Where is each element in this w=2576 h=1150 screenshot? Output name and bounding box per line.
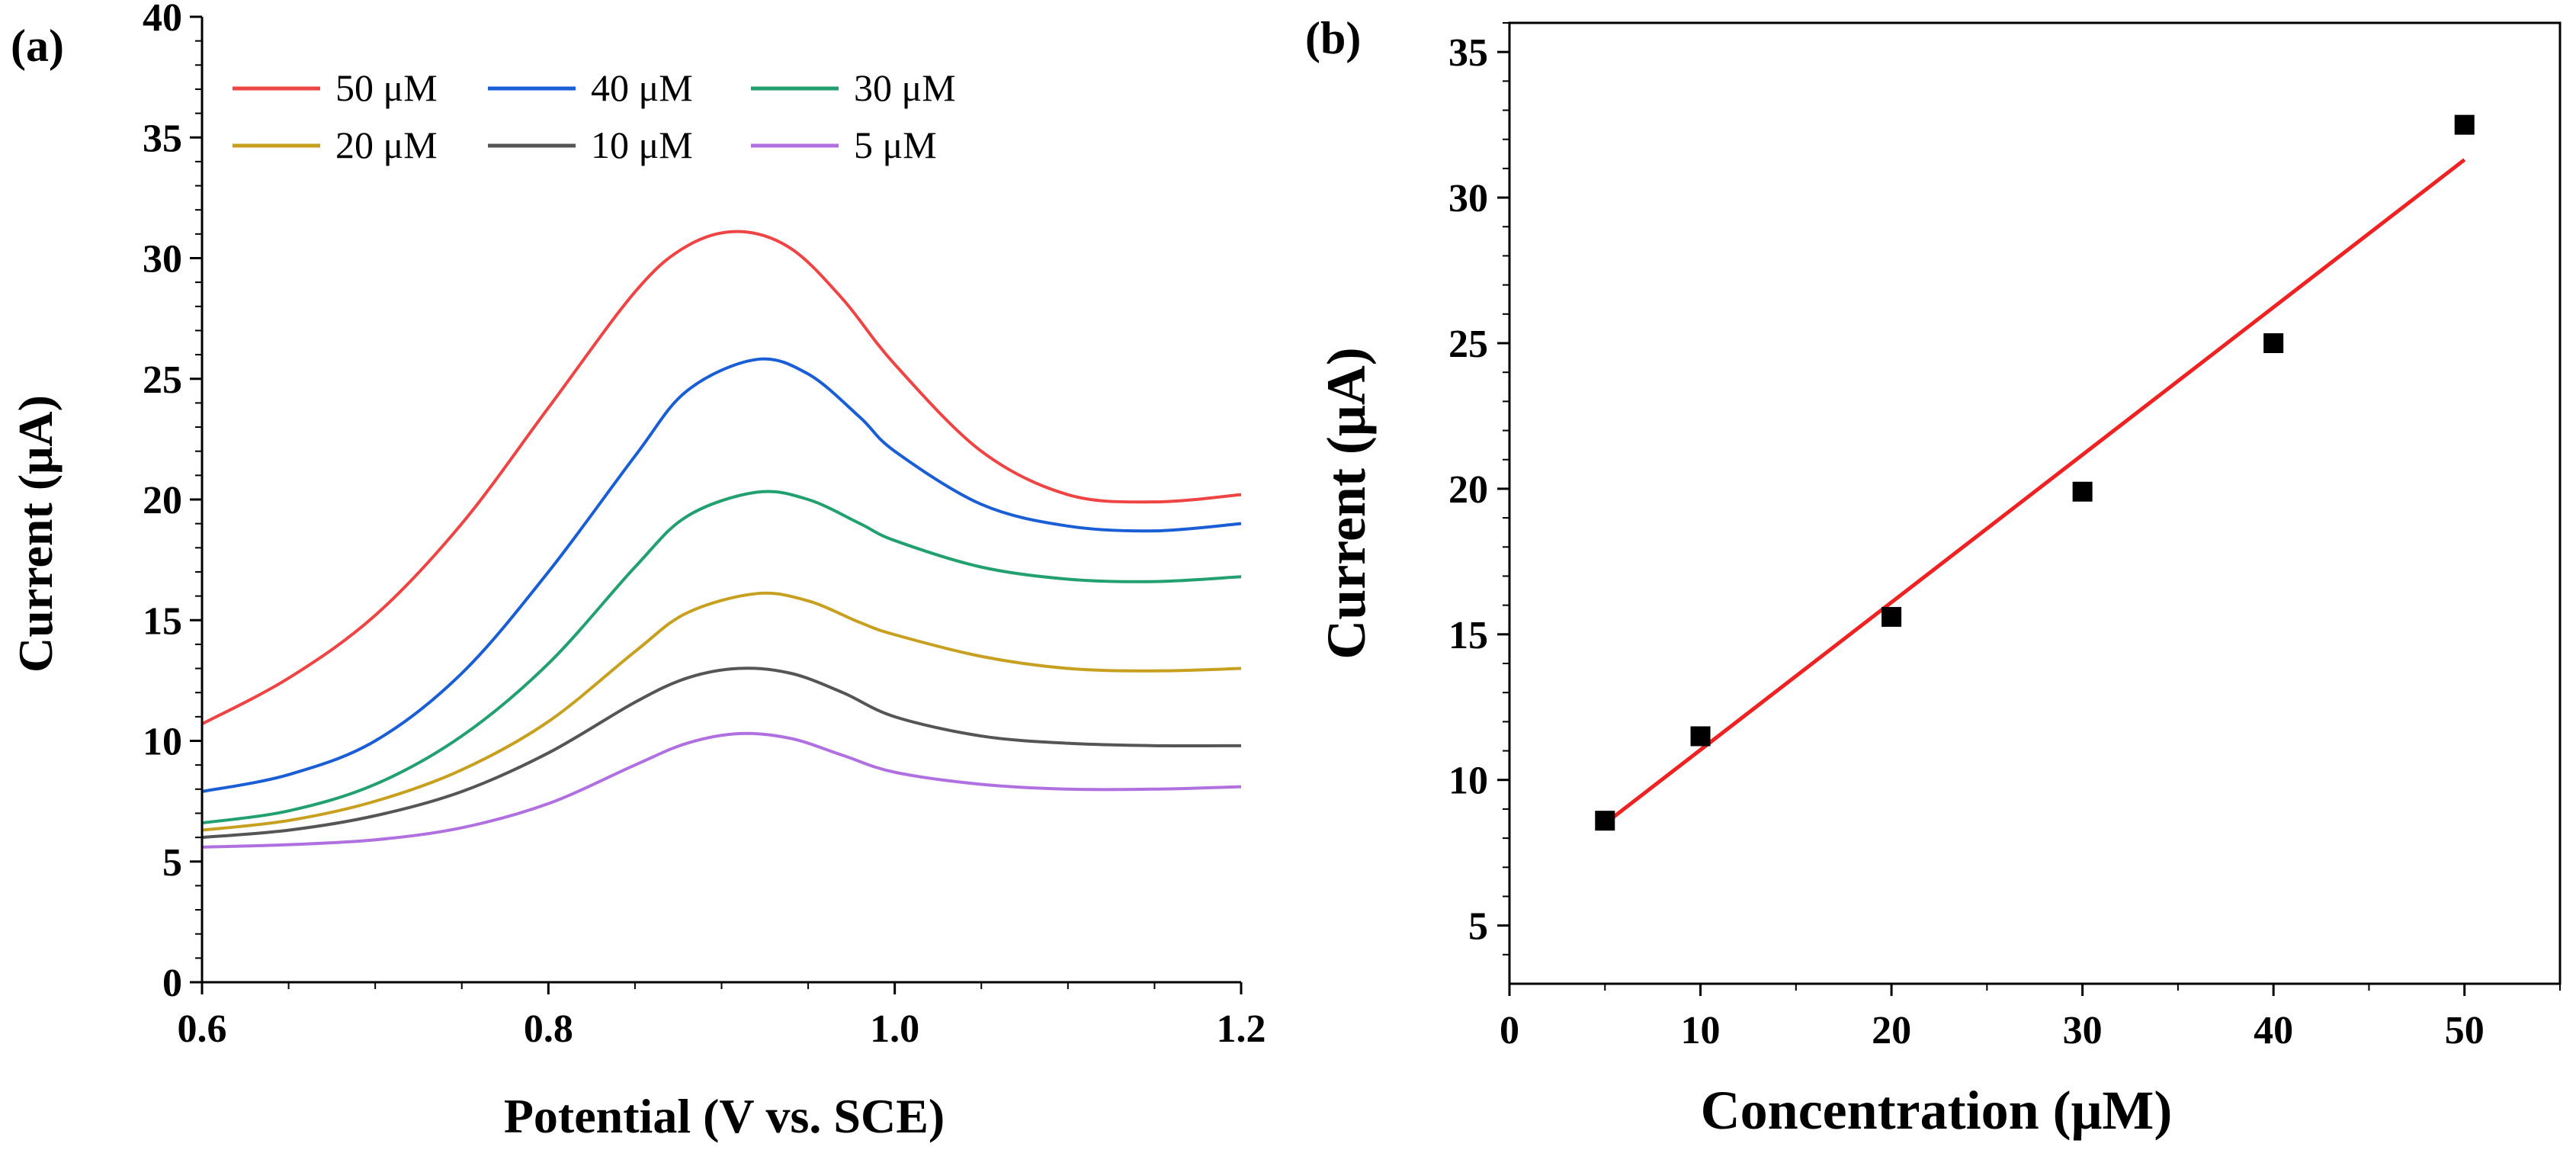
series-line-50uM bbox=[201, 230, 1242, 726]
series-line-20uM bbox=[201, 591, 1242, 832]
panel-b-y-tick-label: 20 bbox=[1448, 468, 1488, 512]
panel-b-letter: (b) bbox=[1305, 13, 1361, 63]
legend-label-20uM: 20 μM bbox=[335, 124, 438, 166]
panel-a-x-tick-label: 1.0 bbox=[870, 1007, 919, 1051]
data-point-30uM bbox=[2072, 481, 2093, 502]
panel-b-y-tick-label: 5 bbox=[1468, 905, 1488, 949]
panel-b-plot-frame bbox=[1508, 21, 2562, 985]
panel-a-legend-background bbox=[215, 69, 977, 191]
panel-b-x-tick-label: 20 bbox=[1872, 1009, 1911, 1052]
data-point-20uM bbox=[1881, 606, 1902, 627]
panel-a-y-tick-label: 40 bbox=[143, 0, 182, 40]
panel-b-points-group bbox=[1595, 114, 2475, 831]
data-point-50uM bbox=[2454, 114, 2475, 135]
panel-b-ticks: 0 10 20 30 40 50 5 10 15 20 25 30 35 bbox=[1448, 22, 2561, 1052]
panel-a-y-tick-label: 5 bbox=[162, 841, 182, 885]
series-line-40uM bbox=[201, 357, 1242, 793]
series-line-30uM bbox=[201, 490, 1242, 825]
panel-b-y-tick-label: 35 bbox=[1448, 31, 1488, 75]
panel-b-scatter-chart: (b) 0 10 20 30 40 50 5 10 15 20 25 30 35 Concentrati… bbox=[1305, 13, 2562, 1141]
panel-a-y-tick-label: 35 bbox=[143, 117, 182, 160]
panel-a-letter: (a) bbox=[11, 21, 64, 71]
panel-b-y-tick-label: 30 bbox=[1448, 177, 1488, 220]
legend-label-10uM: 10 μM bbox=[591, 124, 693, 166]
panel-b-x-tick-label: 50 bbox=[2445, 1009, 2485, 1052]
panel-b-x-axis-label: Concentration (μM) bbox=[1701, 1080, 2173, 1141]
series-line-5uM bbox=[201, 731, 1242, 849]
data-point-10uM bbox=[1690, 726, 1711, 747]
panel-a-y-tick-label: 30 bbox=[143, 238, 182, 281]
panel-b-y-tick-label: 25 bbox=[1448, 323, 1488, 366]
panel-a-y-tick-label: 0 bbox=[162, 962, 182, 1005]
legend-label-40uM: 40 μM bbox=[591, 66, 693, 109]
panel-a-y-tick-label: 10 bbox=[143, 721, 182, 764]
panel-a-x-tick-label: 0.8 bbox=[524, 1007, 573, 1051]
panel-a-y-axis-label: Current (μA) bbox=[8, 395, 63, 673]
panel-b-x-tick-label: 0 bbox=[1500, 1009, 1519, 1052]
panel-a-y-tick-label: 15 bbox=[143, 599, 182, 643]
panel-b-y-tick-label: 10 bbox=[1448, 760, 1488, 803]
panel-a-y-tick-label: 25 bbox=[143, 358, 182, 402]
panel-a-x-tick-label: 1.2 bbox=[1217, 1007, 1266, 1051]
panel-a-series-group bbox=[201, 230, 1242, 849]
series-line-10uM bbox=[201, 667, 1242, 840]
legend-label-30uM: 30 μM bbox=[854, 66, 956, 109]
panel-b-fit-line-group bbox=[1603, 158, 2466, 825]
panel-a-line-chart: (a) 50 μM 40 μM 30 μM 20 μM 10 μM 5 μM 0.6 0.8… bbox=[8, 0, 1266, 1143]
panel-b-x-tick-label: 40 bbox=[2254, 1009, 2293, 1052]
data-point-40uM bbox=[2263, 333, 2284, 353]
panel-b-axes bbox=[1508, 21, 2562, 985]
linear-fit-line bbox=[1603, 158, 2466, 825]
panel-b-y-tick-label: 15 bbox=[1448, 614, 1488, 657]
panel-b-x-tick-label: 10 bbox=[1681, 1009, 1721, 1052]
panel-a-x-axis-label: Potential (V vs. SCE) bbox=[504, 1089, 945, 1143]
panel-a-y-tick-label: 20 bbox=[143, 479, 182, 522]
panel-b-y-axis-label: Current (μA) bbox=[1316, 347, 1377, 659]
legend-label-5uM: 5 μM bbox=[854, 124, 937, 166]
panel-b-x-tick-label: 30 bbox=[2063, 1009, 2103, 1052]
data-point-5uM bbox=[1595, 811, 1615, 831]
panel-a-legend: 50 μM 40 μM 30 μM 20 μM 10 μM 5 μM bbox=[215, 66, 977, 191]
legend-label-50uM: 50 μM bbox=[335, 66, 438, 109]
panel-a-x-tick-label: 0.6 bbox=[178, 1007, 227, 1051]
panel-a-ticks: 0.6 0.8 1.0 1.2 0 5 10 15 20 25 30 35 40 bbox=[143, 0, 1266, 1051]
